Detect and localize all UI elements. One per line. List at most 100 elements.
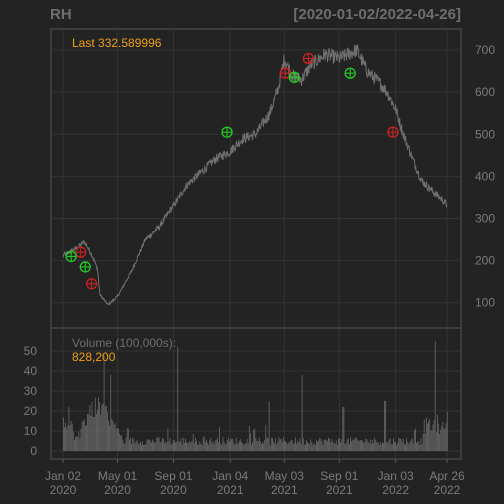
volume-bar bbox=[241, 441, 242, 451]
volume-bar bbox=[255, 438, 257, 451]
volume-bar bbox=[244, 443, 246, 451]
volume-bar bbox=[102, 403, 104, 451]
volume-bar bbox=[420, 438, 422, 451]
volume-bar bbox=[289, 441, 291, 451]
volume-bar bbox=[252, 442, 253, 451]
volume-bar bbox=[303, 444, 305, 451]
volume-bar bbox=[341, 439, 343, 451]
volume-panel: 0 10 20 30 40 50 Volume (100,000s): 828,200 bbox=[24, 327, 462, 460]
volume-bar bbox=[429, 418, 431, 451]
volume-bar bbox=[317, 441, 318, 451]
buy-signal-marker bbox=[221, 126, 233, 138]
price-y-tick-label: 100 bbox=[475, 296, 495, 310]
volume-bar bbox=[360, 440, 361, 451]
volume-bar bbox=[434, 341, 436, 451]
volume-bar bbox=[230, 439, 231, 451]
sell-signal-marker bbox=[302, 52, 315, 65]
volume-bar bbox=[376, 442, 378, 451]
volume-bar bbox=[208, 444, 209, 451]
volume-bar bbox=[240, 438, 241, 451]
volume-bar bbox=[237, 443, 239, 451]
volume-bar bbox=[93, 416, 95, 451]
volume-bar bbox=[225, 442, 227, 451]
volume-bar bbox=[239, 440, 240, 451]
price-y-tick-label: 600 bbox=[475, 85, 495, 99]
volume-bar bbox=[97, 409, 98, 451]
volume-y-tick-label: 20 bbox=[24, 404, 38, 418]
volume-bar bbox=[190, 442, 192, 451]
volume-bar bbox=[158, 437, 160, 451]
volume-bar bbox=[235, 437, 237, 451]
volume-bar bbox=[433, 420, 435, 451]
signal-markers bbox=[65, 52, 399, 290]
volume-bar bbox=[217, 437, 218, 451]
volume-bar bbox=[213, 444, 215, 451]
volume-bar bbox=[270, 437, 272, 451]
volume-bar bbox=[109, 425, 110, 451]
x-tick-year: 2021 bbox=[217, 483, 244, 497]
volume-bar bbox=[207, 442, 208, 451]
volume-bar bbox=[283, 437, 284, 451]
volume-bar bbox=[378, 444, 380, 451]
volume-bar bbox=[75, 436, 76, 451]
volume-bar bbox=[309, 443, 311, 451]
x-tick-year: 2021 bbox=[271, 483, 298, 497]
volume-bar bbox=[181, 444, 183, 451]
volume-bar bbox=[277, 441, 279, 451]
volume-bar bbox=[138, 443, 140, 451]
volume-bar bbox=[366, 439, 368, 451]
volume-bar bbox=[363, 442, 365, 451]
price-y-tick-label: 200 bbox=[475, 254, 495, 268]
volume-bar bbox=[412, 443, 414, 451]
volume-bar bbox=[319, 437, 321, 451]
volume-bar bbox=[266, 437, 268, 451]
volume-bar bbox=[149, 440, 151, 451]
volume-bar bbox=[413, 430, 415, 451]
volume-bar bbox=[395, 442, 396, 451]
volume-bar bbox=[178, 441, 180, 451]
volume-bar bbox=[311, 442, 313, 451]
volume-bar bbox=[264, 439, 266, 451]
volume-bar bbox=[354, 438, 356, 451]
volume-bar bbox=[115, 428, 117, 451]
volume-bar bbox=[274, 443, 275, 451]
volume-bar bbox=[246, 439, 248, 451]
volume-bar bbox=[192, 433, 194, 451]
volume-bar bbox=[299, 438, 301, 451]
volume-bar bbox=[417, 441, 418, 451]
volume-bar bbox=[193, 442, 195, 451]
volume-bar bbox=[339, 438, 340, 451]
volume-bar bbox=[256, 440, 258, 451]
volume-bar bbox=[328, 437, 329, 451]
volume-bar bbox=[90, 415, 92, 451]
volume-bar bbox=[408, 444, 410, 451]
volume-bar bbox=[233, 443, 235, 451]
volume-bar bbox=[297, 441, 299, 451]
volume-bar bbox=[96, 413, 97, 451]
volume-bar bbox=[243, 444, 245, 451]
volume-bar bbox=[125, 437, 127, 451]
volume-bar bbox=[445, 423, 447, 451]
volume-bar bbox=[137, 444, 139, 451]
volume-bar bbox=[166, 442, 168, 451]
volume-bar bbox=[119, 433, 120, 451]
volume-bar bbox=[391, 443, 393, 451]
volume-bar bbox=[101, 404, 103, 451]
volume-y-tick-label: 30 bbox=[24, 384, 38, 398]
volume-bar bbox=[440, 429, 442, 451]
volume-bar bbox=[215, 439, 217, 451]
volume-bar bbox=[199, 441, 201, 451]
volume-bar bbox=[426, 417, 427, 451]
volume-bar bbox=[265, 424, 267, 451]
volume-y-tick-label: 0 bbox=[30, 444, 37, 458]
volume-bar bbox=[276, 444, 278, 451]
volume-bar bbox=[263, 443, 264, 451]
volume-bar bbox=[218, 442, 219, 451]
volume-bar bbox=[411, 438, 413, 451]
volume-bar bbox=[331, 439, 333, 451]
volume-bar bbox=[247, 443, 249, 451]
price-y-tick-label: 500 bbox=[475, 127, 495, 141]
volume-bar bbox=[389, 438, 391, 451]
volume-bar bbox=[333, 443, 335, 451]
price-series-line bbox=[62, 44, 448, 306]
